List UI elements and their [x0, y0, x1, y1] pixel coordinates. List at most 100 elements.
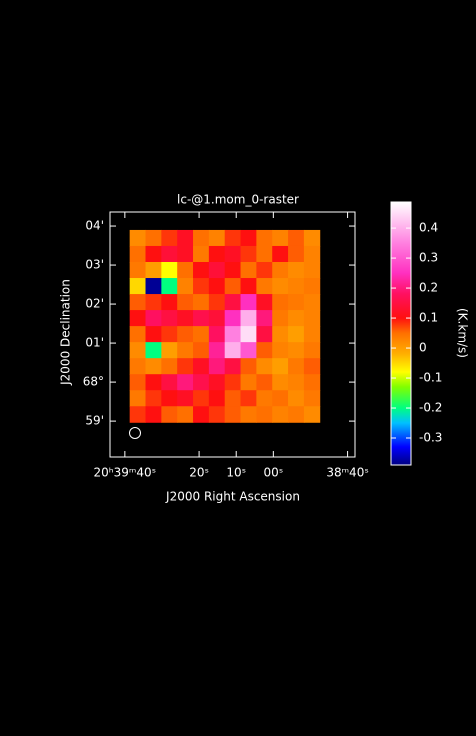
pixel	[256, 245, 273, 263]
pixel	[193, 358, 210, 375]
pixel	[193, 342, 210, 359]
pixel	[288, 294, 305, 311]
pixel	[288, 406, 305, 423]
pixel	[161, 278, 178, 295]
pixel	[224, 262, 242, 279]
pixel	[193, 406, 210, 423]
pixel	[303, 342, 321, 359]
pixel	[129, 358, 147, 375]
pixel	[256, 278, 273, 295]
pixel	[129, 406, 147, 423]
pixel	[288, 326, 305, 343]
pixel	[208, 358, 226, 375]
pixel	[288, 374, 305, 391]
y-axis-label: J2000 Declination	[59, 279, 73, 386]
pixel	[272, 294, 289, 311]
pixel	[240, 326, 257, 343]
pixel	[145, 310, 162, 327]
pixel	[177, 326, 194, 343]
y-tick-label: 04'	[85, 219, 104, 233]
pixel	[161, 374, 178, 391]
pixel	[177, 374, 194, 391]
pixel	[129, 245, 147, 263]
pixel	[161, 406, 178, 423]
pixel	[208, 406, 226, 423]
y-tick-label: 59'	[85, 414, 104, 428]
pixel	[193, 294, 210, 311]
pixel	[288, 358, 305, 375]
pixel	[177, 278, 194, 295]
pixel	[208, 374, 226, 391]
pixel	[145, 326, 162, 343]
pixel	[224, 406, 242, 423]
pixel	[256, 326, 273, 343]
pixel	[193, 326, 210, 343]
pixel	[272, 326, 289, 343]
pixel	[303, 294, 321, 311]
pixel	[129, 229, 147, 247]
pixel	[240, 358, 257, 375]
chart-title: lc-@1.mom_0-raster	[177, 193, 299, 207]
pixel	[193, 390, 210, 407]
pixel	[129, 262, 147, 279]
pixel	[129, 310, 147, 327]
pixel	[224, 310, 242, 327]
pixel	[256, 262, 273, 279]
pixel	[224, 294, 242, 311]
pixel	[272, 310, 289, 327]
pixel	[256, 358, 273, 375]
pixel	[161, 294, 178, 311]
pixel	[288, 278, 305, 295]
pixel	[129, 342, 147, 359]
pixel	[256, 374, 273, 391]
pixel	[161, 342, 178, 359]
x-tick-label: 10ˢ	[226, 466, 246, 480]
pixel	[161, 310, 178, 327]
colorbar	[391, 202, 411, 465]
pixel	[161, 326, 178, 343]
pixel	[240, 374, 257, 391]
pixel	[145, 406, 162, 423]
pixel	[256, 342, 273, 359]
x-tick-label: 00ˢ	[263, 466, 283, 480]
pixel	[272, 342, 289, 359]
pixel	[272, 262, 289, 279]
pixel	[224, 326, 242, 343]
colorbar-tick-label: -0.3	[419, 431, 442, 445]
pixel	[177, 358, 194, 375]
pixel	[129, 374, 147, 391]
plot-frame	[109, 211, 356, 458]
pixel	[272, 245, 289, 263]
colorbar-label: (K.km/s)	[456, 308, 470, 358]
pixel	[224, 358, 242, 375]
colorbar-tick-label: 0.2	[419, 281, 438, 295]
pixel	[303, 390, 321, 407]
pixel	[288, 245, 305, 263]
pixel	[240, 310, 257, 327]
colorbar-tick-label: -0.2	[419, 401, 442, 415]
pixel	[224, 278, 242, 295]
pixel	[240, 390, 257, 407]
y-tick-label: 01'	[85, 336, 104, 350]
colorbar-tick-label: 0.4	[419, 221, 438, 235]
pixel	[256, 229, 273, 247]
pixel	[145, 262, 162, 279]
colorbar-tick-label: 0.1	[419, 311, 438, 325]
pixel	[129, 278, 147, 295]
x-tick-label: 20ʰ39ᵐ40ˢ	[94, 466, 157, 480]
pixel	[303, 245, 321, 263]
pixel	[256, 310, 273, 327]
pixel	[208, 390, 226, 407]
x-tick-label: 38ᵐ40ˢ	[326, 466, 369, 480]
pixel	[145, 342, 162, 359]
pixel	[240, 342, 257, 359]
beam	[129, 427, 141, 439]
pixel	[177, 229, 194, 247]
pixel	[303, 278, 321, 295]
pixel	[208, 342, 226, 359]
pixel	[288, 342, 305, 359]
pixel	[303, 310, 321, 327]
pixel	[177, 390, 194, 407]
